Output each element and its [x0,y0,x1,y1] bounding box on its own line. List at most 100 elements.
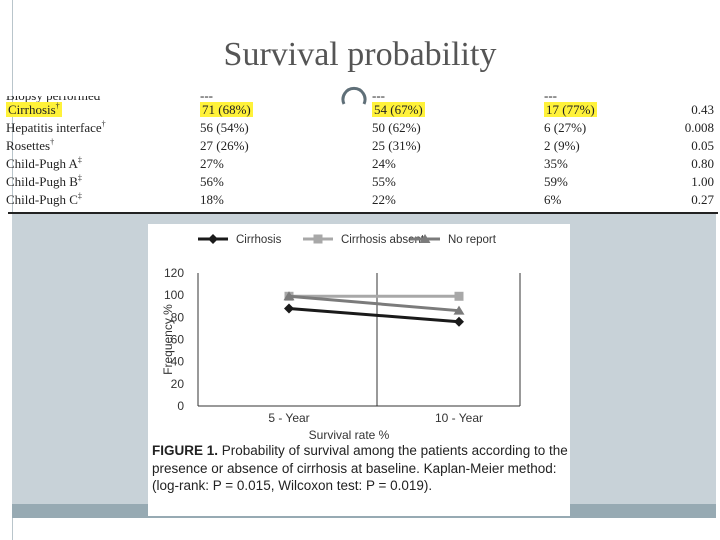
table-row: Child-Pugh C‡ 18% 22% 6% 0.27 [4,192,716,209]
y-axis-label: Frequency % [161,304,175,375]
series-line-2 [288,294,460,313]
table-cell: 24% [372,156,396,172]
table-cell-text: 59% [544,174,568,189]
table-cell: 6% [544,192,561,208]
table-cell-text: 6 (27%) [544,120,587,135]
table-row: Hepatitis interface† 56 (54%) 50 (62%) 6 (2… [4,120,716,137]
table-cell: 35% [544,156,568,172]
table-cell-text: 27% [200,156,224,171]
table-cell-p: 1.00 [664,174,714,190]
x-tick-label: 5 - Year [268,411,309,425]
table-cell: 2 (9%) [544,138,580,154]
table-cell-text: 71 (68%) [200,102,253,117]
table-cell-label-text: Child-Pugh B‡ [6,174,82,190]
table-cell: 17 (77%) [544,102,597,118]
table-cell-p-text: 1.00 [691,174,714,189]
table-cell-text: 35% [544,156,568,171]
table-cell-label-text: Child-Pugh A‡ [6,156,82,172]
table-cell-p: 0.05 [664,138,714,154]
table-cell-text: 17 (77%) [544,102,597,117]
table-cell-label-text: Hepatitis interface† [6,120,106,136]
table-cell-text: 54 (67%) [372,102,425,117]
table-cell-p-text: 0.27 [691,192,714,207]
slide-title: Survival probability [223,36,497,73]
table-cell-label: Hepatitis interface† [6,120,106,136]
table-cell-label: Rosettes† [6,138,54,154]
legend-label: No report [448,234,497,246]
table-cell-text: 56 (54%) [200,120,249,135]
table-cell: --- [544,96,557,104]
table-cell-p: 0.43 [664,102,714,118]
table-cell-label: Cirrhosis† [6,102,62,118]
table-cell-text: 56% [200,174,224,189]
x-axis-label: Survival rate % [309,428,390,442]
y-tick-label: 60 [171,333,185,347]
caption-text: Probability of survival among the patien… [152,443,568,493]
table-cell-p: 0.27 [664,192,714,208]
data-point [453,305,465,315]
x-tick-label: 10 - Year [435,411,483,425]
series-line-0 [288,306,460,324]
legend-label: Cirrhosis [236,234,282,246]
table-cell: 59% [544,174,568,190]
table-cell: 71 (68%) [200,102,253,118]
y-tick-label: 80 [171,310,185,324]
data-point [284,303,294,314]
data-point [283,291,295,301]
table-cell-p-text: 0.008 [684,120,714,135]
table-cell-text: 55% [372,174,396,189]
table-cell-label-text: Rosettes† [6,138,55,154]
table-cell-label-text: Child-Pugh C‡ [6,192,82,208]
table-cell: 27 (26%) [200,138,249,154]
table-cell-text: 18% [200,192,224,207]
table-row: Rosettes† 27 (26%) 25 (31%) 2 (9%) 0.05 [4,138,716,155]
legend-marker [208,234,218,244]
table-cell-text: 50 (62%) [372,120,421,135]
table-cell-text: 24% [372,156,396,171]
results-table: Biopsy performed --- --- --- Cirrhosis† 7… [4,96,716,214]
table-cell-text: 2 (9%) [544,138,580,153]
table-cell: --- [372,96,385,104]
table-cell-text: 25 (31%) [372,138,421,153]
table-cell: 18% [200,192,224,208]
table-cell-label: Child-Pugh B‡ [6,174,82,190]
table-cell-text: 6% [544,192,562,207]
data-point [454,316,464,327]
table-row: Cirrhosis† 71 (68%) 54 (67%) 17 (77%) 0.43 [4,102,716,119]
table-cell: 54 (67%) [372,102,425,118]
footnote-mark: ‡ [77,192,82,201]
footnote-mark: ‡ [77,174,82,183]
table-cell-label-text: Cirrhosis† [6,102,62,118]
table-cell-p-text: 0.80 [691,156,714,171]
footnote-mark: † [50,138,55,147]
footnote-mark: † [101,120,106,129]
table-cell-label: Biopsy performed [6,96,100,104]
title-ring-ornament [341,86,367,105]
footnote-mark: † [55,102,60,111]
table-cell: 56% [200,174,224,190]
table-cell: 55% [372,174,396,190]
table-cell-label: Child-Pugh A‡ [6,156,82,172]
table-cell-p-text: 0.43 [691,102,714,117]
y-tick-label: 40 [171,355,185,369]
figure-card: 0 20 40 60 80 100 120 5 - Year 10 - Year Survival… [148,224,570,516]
table-row-cut: Biopsy performed --- --- --- [4,96,716,103]
data-point [454,291,464,301]
y-tick-label: 100 [164,288,184,302]
table-cell-label: Child-Pugh C‡ [6,192,82,208]
y-tick-label: 0 [177,399,184,413]
figure-caption: FIGURE 1. Probability of survival among … [152,442,572,495]
table-cell: 56 (54%) [200,120,249,136]
table-cell-p-text: 0.05 [691,138,714,153]
table-cell-text: 22% [372,192,396,207]
table-cell: 50 (62%) [372,120,421,136]
table-row: Child-Pugh A‡ 27% 24% 35% 0.80 [4,156,716,173]
table-cell-text: 27 (26%) [200,138,249,153]
table-cell: 6 (27%) [544,120,586,136]
table-bottom-rule [8,212,718,214]
footnote-mark: ‡ [77,156,82,165]
table-row: Child-Pugh B‡ 56% 55% 59% 1.00 [4,174,716,191]
table-cell: 25 (31%) [372,138,421,154]
legend-marker [313,234,323,244]
y-tick-label: 20 [171,377,185,391]
